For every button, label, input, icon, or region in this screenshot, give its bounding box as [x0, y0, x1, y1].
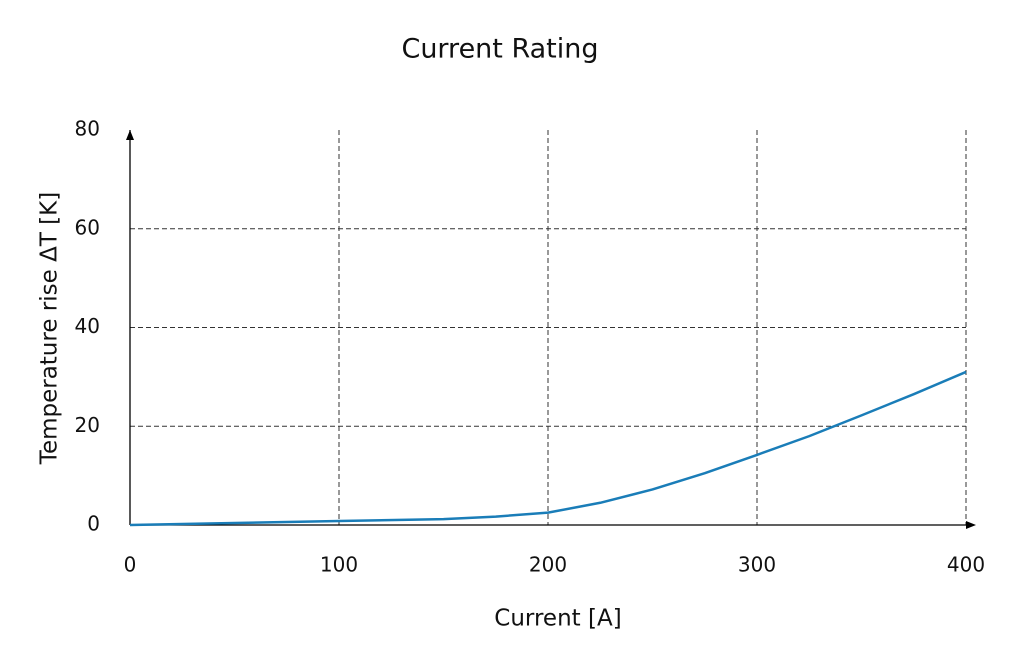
chart-title: Current Rating — [401, 34, 598, 65]
x-tick-label: 300 — [738, 553, 776, 577]
x-tick-label: 0 — [124, 553, 137, 577]
y-axis-arrow — [126, 130, 134, 140]
y-tick-label: 0 — [87, 512, 100, 536]
y-tick-label: 20 — [75, 413, 100, 437]
y-tick-label: 60 — [75, 215, 100, 239]
y-tick-label: 80 — [75, 117, 100, 141]
data-line — [129, 370, 967, 527]
x-axis-arrow — [966, 521, 976, 529]
y-tick-label: 40 — [75, 314, 100, 338]
y-axis-label: Temperature rise ΔT [K] — [37, 192, 63, 465]
x-tick-label: 400 — [947, 553, 985, 577]
x-tick-label: 100 — [320, 553, 358, 577]
x-axis-label: Current [A] — [494, 606, 621, 632]
x-tick-label: 200 — [529, 553, 567, 577]
